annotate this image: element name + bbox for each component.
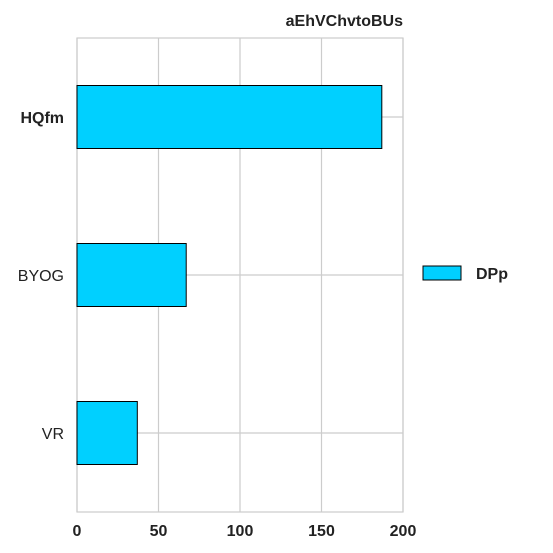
x-tick-label-2: 100 (227, 523, 254, 540)
bar-hqfm (76, 85, 383, 149)
category-label-byog: BYOG (18, 268, 64, 285)
bar-byog (76, 243, 187, 307)
legend: DPp (422, 265, 508, 283)
bar-vr (76, 401, 138, 465)
x-tick-label-0: 0 (73, 523, 82, 540)
bars (76, 85, 383, 465)
category-label-hqfm: HQfm (20, 110, 64, 127)
legend-swatch-dpp (422, 265, 462, 281)
x-tick-labels: 0 50 100 150 200 (73, 523, 417, 540)
x-tick-label-1: 50 (150, 523, 168, 540)
category-labels: HQfm BYOG VR (18, 110, 64, 443)
x-tick-label-4: 200 (390, 523, 417, 540)
legend-label-dpp: DPp (476, 266, 508, 283)
x-tick-label-3: 150 (308, 523, 335, 540)
category-label-vr: VR (42, 426, 64, 443)
chart-title: aEhVChvtoBUs (286, 13, 403, 30)
